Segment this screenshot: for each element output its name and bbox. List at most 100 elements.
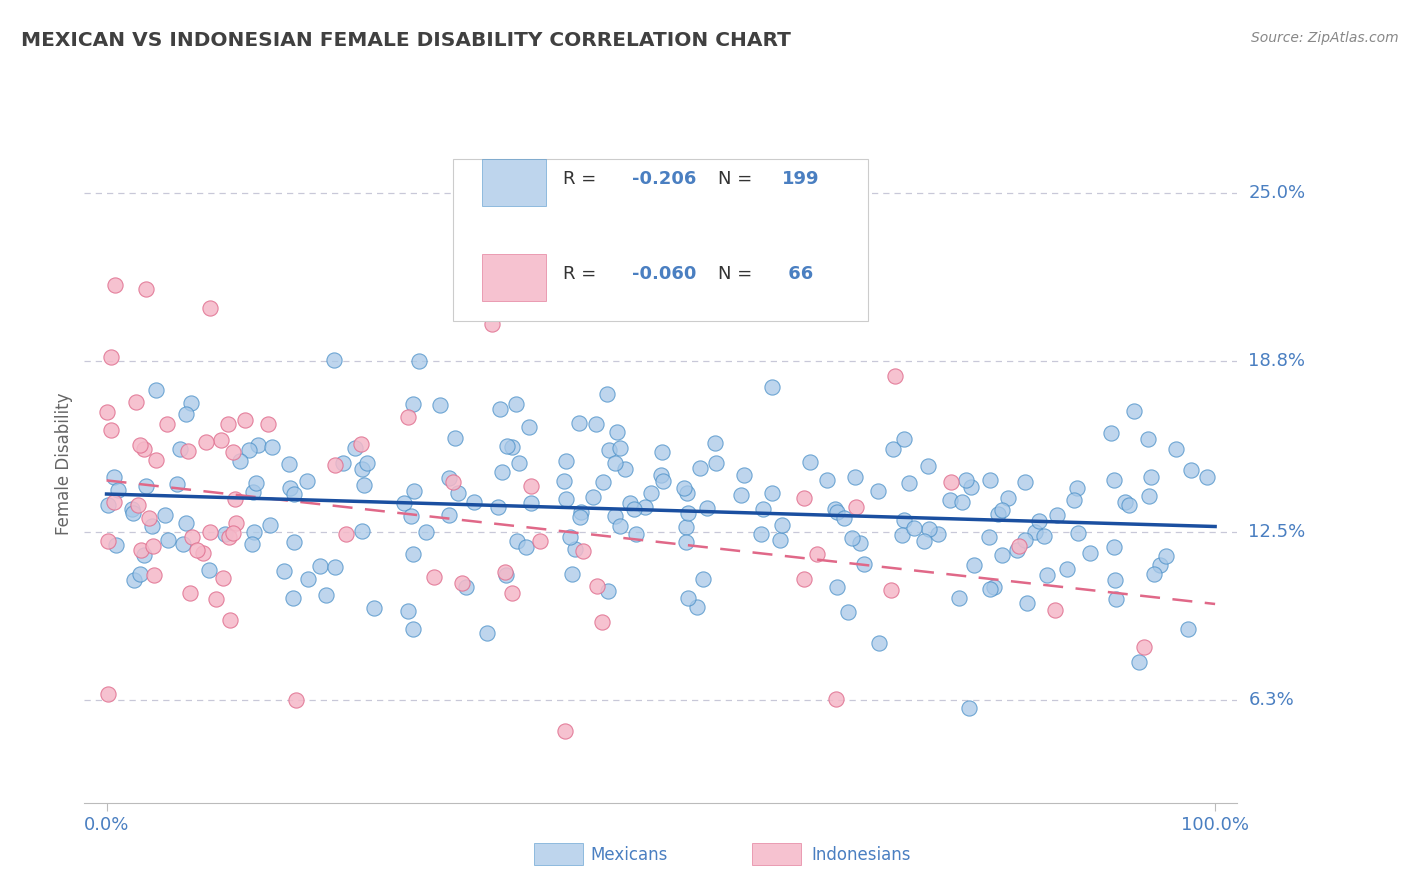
Point <box>903 521 925 535</box>
Point <box>1114 494 1136 508</box>
Point <box>596 583 619 598</box>
Point <box>927 527 949 541</box>
Point <box>262 440 284 454</box>
Point <box>1078 546 1101 560</box>
Point <box>963 558 986 572</box>
Point <box>496 439 519 453</box>
Point <box>323 560 346 574</box>
Point <box>240 537 263 551</box>
Point <box>950 494 973 508</box>
Point <box>806 547 828 561</box>
Point <box>1067 526 1090 541</box>
Point <box>243 524 266 539</box>
Point <box>180 396 202 410</box>
Point <box>218 417 240 432</box>
Point <box>1139 470 1161 484</box>
Point <box>569 505 592 519</box>
Point <box>401 397 423 411</box>
Point <box>1105 591 1128 606</box>
Point <box>793 572 815 586</box>
Point <box>991 502 1014 516</box>
Point <box>141 519 163 533</box>
Point <box>1137 490 1160 504</box>
Point <box>350 461 373 475</box>
Point <box>692 572 714 586</box>
Point <box>585 417 607 431</box>
Point <box>917 458 939 473</box>
Point <box>1032 529 1054 543</box>
Point <box>1063 492 1085 507</box>
Point <box>564 541 586 556</box>
Point <box>508 456 530 470</box>
Point <box>176 444 198 458</box>
Point <box>443 475 465 489</box>
Point <box>229 454 252 468</box>
Point <box>1143 566 1166 581</box>
Point <box>396 410 419 425</box>
Point <box>676 506 699 520</box>
Point <box>134 442 156 456</box>
Point <box>852 557 875 571</box>
Point <box>224 491 246 506</box>
Point <box>402 483 425 498</box>
FancyBboxPatch shape <box>482 253 546 301</box>
Point <box>97 533 120 548</box>
Point <box>174 516 197 530</box>
Point <box>297 573 319 587</box>
Point <box>415 525 437 540</box>
Point <box>1136 432 1159 446</box>
Point <box>1154 549 1177 563</box>
Point <box>761 486 783 500</box>
Point <box>1133 640 1156 654</box>
Point <box>1099 425 1122 440</box>
Point <box>918 522 941 536</box>
Point <box>429 398 451 412</box>
Point <box>938 493 960 508</box>
Point <box>603 456 626 470</box>
Point <box>481 318 503 332</box>
Point <box>97 498 120 512</box>
Text: 12.5%: 12.5% <box>1249 523 1306 541</box>
Point <box>553 475 575 489</box>
Point <box>142 540 165 554</box>
Point <box>761 379 783 393</box>
Point <box>122 506 145 520</box>
Point <box>1056 562 1078 576</box>
Point <box>233 413 256 427</box>
Y-axis label: Female Disability: Female Disability <box>55 392 73 535</box>
Point <box>1118 498 1140 512</box>
Point <box>673 482 696 496</box>
Point <box>979 582 1001 596</box>
Point <box>986 508 1008 522</box>
Point <box>1180 463 1202 477</box>
Point <box>122 574 145 588</box>
Point <box>211 571 233 585</box>
Point <box>447 485 470 500</box>
Point <box>218 614 240 628</box>
Point <box>619 496 641 510</box>
Point <box>912 533 935 548</box>
Text: Mexicans: Mexicans <box>591 846 668 863</box>
Point <box>143 567 166 582</box>
Point <box>494 565 516 579</box>
Point <box>247 438 270 452</box>
Point <box>519 496 541 510</box>
Point <box>437 471 460 485</box>
Point <box>332 456 354 470</box>
Point <box>979 473 1001 487</box>
Point <box>591 615 613 629</box>
Point <box>752 502 775 516</box>
Point <box>273 564 295 578</box>
Point <box>278 457 301 471</box>
Point <box>651 475 673 489</box>
Point <box>100 350 122 364</box>
Point <box>1043 603 1066 617</box>
Point <box>135 479 157 493</box>
Point <box>960 479 983 493</box>
Point <box>568 510 591 524</box>
Point <box>703 435 725 450</box>
Point <box>568 416 591 430</box>
Point <box>1166 442 1188 457</box>
Point <box>315 588 337 602</box>
Point <box>107 483 129 497</box>
